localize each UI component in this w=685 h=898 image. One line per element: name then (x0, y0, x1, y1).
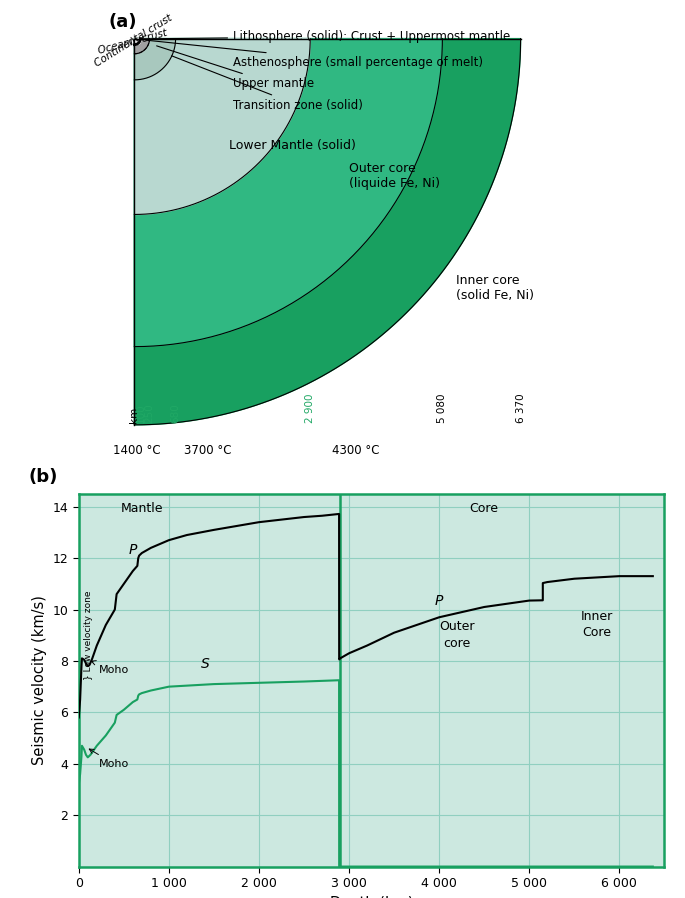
Text: 250: 250 (145, 403, 155, 423)
Polygon shape (134, 39, 175, 80)
Text: Asthenosphere (small percentage of melt): Asthenosphere (small percentage of melt) (146, 40, 483, 69)
Text: Mantle: Mantle (121, 502, 163, 515)
Text: Outer core
(liquide Fe, Ni): Outer core (liquide Fe, Ni) (349, 162, 440, 190)
Text: 3700 °C: 3700 °C (184, 445, 232, 457)
Text: 680: 680 (171, 403, 181, 423)
Text: core: core (444, 637, 471, 649)
Text: 4300 °C: 4300 °C (332, 445, 380, 457)
Text: Inner core
(solid Fe, Ni): Inner core (solid Fe, Ni) (456, 274, 534, 302)
Y-axis label: Seismic velocity (km/s): Seismic velocity (km/s) (32, 595, 47, 765)
Text: P: P (435, 594, 443, 608)
Text: 100: 100 (136, 403, 145, 423)
Polygon shape (134, 39, 443, 347)
Text: Lower Mantle (solid): Lower Mantle (solid) (229, 139, 356, 153)
Text: Upper mantle: Upper mantle (157, 46, 314, 90)
Text: 1400 °C: 1400 °C (113, 445, 160, 457)
Text: Moho: Moho (89, 749, 129, 769)
X-axis label: Depth (km): Depth (km) (330, 895, 413, 898)
Text: Outer: Outer (440, 620, 475, 633)
Polygon shape (134, 39, 149, 54)
Text: Core: Core (582, 626, 612, 639)
Text: Core: Core (470, 502, 499, 515)
Text: (a): (a) (109, 13, 137, 31)
Text: (b): (b) (29, 469, 58, 487)
Text: Oceanic crust: Oceanic crust (97, 28, 169, 56)
Text: Continental crust: Continental crust (93, 13, 175, 69)
Text: Inner: Inner (581, 610, 613, 622)
Polygon shape (134, 39, 521, 425)
Text: 2 900: 2 900 (306, 393, 315, 423)
Polygon shape (134, 39, 310, 215)
Text: 5 080: 5 080 (438, 393, 447, 423)
Text: 6 370: 6 370 (516, 393, 525, 423)
Text: Moho: Moho (91, 661, 129, 675)
Text: } Low velocity zone: } Low velocity zone (84, 591, 92, 680)
Text: Transition zone (solid): Transition zone (solid) (172, 56, 363, 111)
Text: km: km (129, 407, 139, 423)
Text: S: S (201, 657, 210, 671)
Text: Lithosphere (solid): Crust + Uppermost mantle: Lithosphere (solid): Crust + Uppermost m… (140, 30, 510, 43)
Text: P: P (129, 542, 137, 557)
Polygon shape (134, 39, 140, 45)
